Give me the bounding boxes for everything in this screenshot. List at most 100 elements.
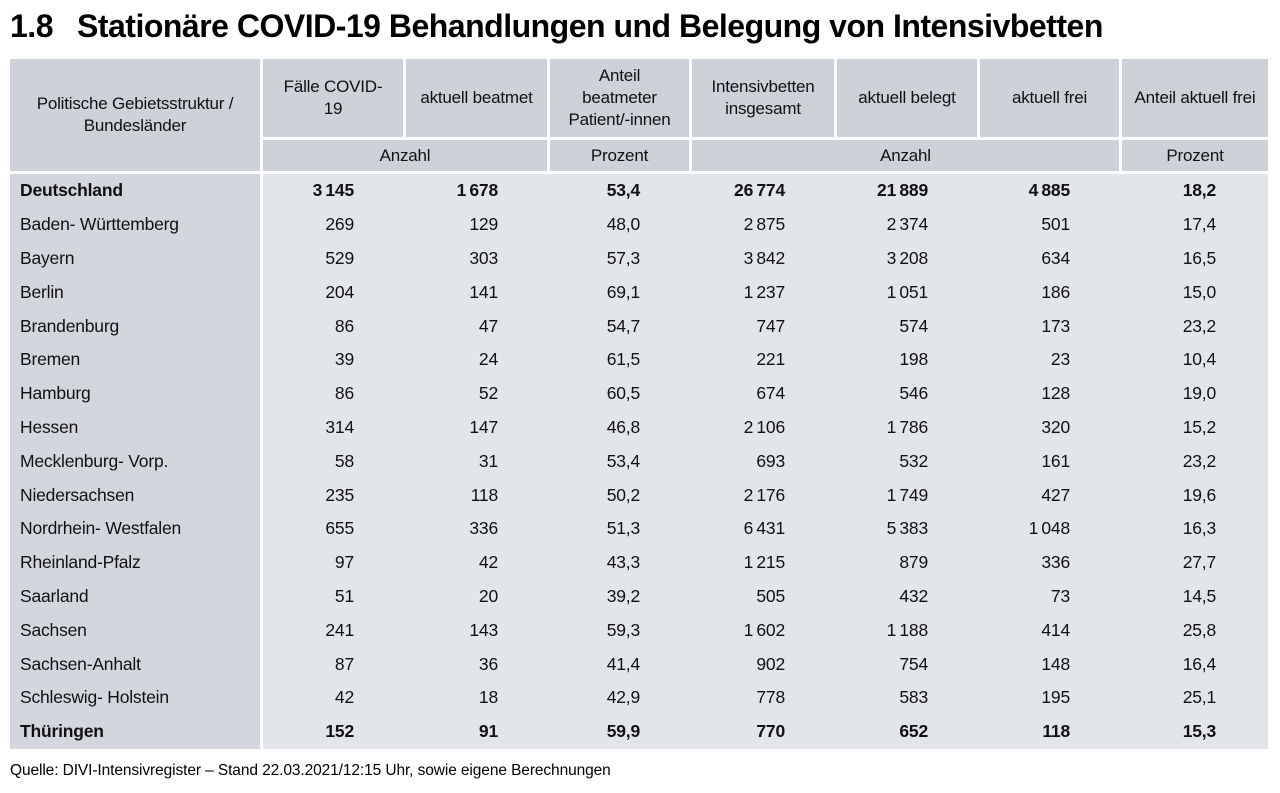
occupied-cell: 1 749 xyxy=(837,478,980,512)
share-free-cell: 15,3 xyxy=(1122,714,1268,749)
share-ventilated-cell: 43,3 xyxy=(550,545,692,580)
cases-cell: 3 145 xyxy=(263,174,406,208)
cases-cell: 235 xyxy=(263,478,406,512)
ventilated-cell: 147 xyxy=(406,410,550,445)
table-row: Saarland 51 20 39,2 505 432 73 14,5 xyxy=(10,579,1268,614)
table-row: Bremen 39 24 61,5 221 198 23 10,4 xyxy=(10,342,1268,377)
share-ventilated-cell: 41,4 xyxy=(550,647,692,681)
cases-cell: 204 xyxy=(263,275,406,310)
ventilated-cell: 52 xyxy=(406,376,550,411)
column-header-share-free: Anteil aktuell frei xyxy=(1122,59,1268,137)
region-name-cell: Deutschland xyxy=(10,174,263,208)
page-title: 1.8 Stationäre COVID-19 Behandlungen und… xyxy=(10,8,1268,45)
region-name-cell: Thüringen xyxy=(10,714,263,749)
icu-total-cell: 747 xyxy=(692,309,837,343)
occupied-cell: 3 208 xyxy=(837,241,980,276)
column-header-free: aktuell frei xyxy=(980,59,1119,137)
free-cell: 161 xyxy=(980,444,1122,479)
free-cell: 186 xyxy=(980,275,1122,310)
occupied-cell: 574 xyxy=(837,309,980,343)
table-row: Hamburg 86 52 60,5 674 546 128 19,0 xyxy=(10,376,1268,411)
share-free-cell: 10,4 xyxy=(1122,342,1268,377)
region-name-cell: Bremen xyxy=(10,342,263,377)
occupied-cell: 432 xyxy=(837,579,980,614)
share-free-cell: 15,0 xyxy=(1122,275,1268,310)
table-row: Sachsen-Anhalt 87 36 41,4 902 754 148 16… xyxy=(10,647,1268,681)
share-free-cell: 23,2 xyxy=(1122,309,1268,343)
icu-total-cell: 778 xyxy=(692,680,837,715)
occupied-cell: 546 xyxy=(837,376,980,411)
icu-total-cell: 221 xyxy=(692,342,837,377)
free-cell: 634 xyxy=(980,241,1122,276)
share-free-cell: 25,8 xyxy=(1122,613,1268,648)
occupied-cell: 532 xyxy=(837,444,980,479)
share-free-cell: 25,1 xyxy=(1122,680,1268,715)
unit-header-prozent-2: Prozent xyxy=(1122,140,1268,171)
share-ventilated-cell: 53,4 xyxy=(550,444,692,479)
occupied-cell: 754 xyxy=(837,647,980,681)
table-row: Thüringen 152 91 59,9 770 652 118 15,3 xyxy=(10,714,1268,749)
free-cell: 336 xyxy=(980,545,1122,580)
occupied-cell: 1 051 xyxy=(837,275,980,310)
occupied-cell: 198 xyxy=(837,342,980,377)
covid-icu-table: Politische Gebietsstruktur / Bundeslände… xyxy=(10,59,1268,749)
share-ventilated-cell: 53,4 xyxy=(550,174,692,208)
ventilated-cell: 336 xyxy=(406,511,550,546)
free-cell: 118 xyxy=(980,714,1122,749)
table-row: Berlin 204 141 69,1 1 237 1 051 186 15,0 xyxy=(10,275,1268,310)
table-row: Brandenburg 86 47 54,7 747 574 173 23,2 xyxy=(10,309,1268,343)
free-cell: 320 xyxy=(980,410,1122,445)
share-free-cell: 19,0 xyxy=(1122,376,1268,411)
share-ventilated-cell: 59,3 xyxy=(550,613,692,648)
occupied-cell: 1 188 xyxy=(837,613,980,648)
unit-header-anzahl-1: Anzahl xyxy=(263,140,547,171)
unit-header-prozent-1: Prozent xyxy=(550,140,689,171)
ventilated-cell: 1 678 xyxy=(406,174,550,208)
ventilated-cell: 91 xyxy=(406,714,550,749)
share-free-cell: 16,3 xyxy=(1122,511,1268,546)
column-header-icu-total: Intensivbetten insgesamt xyxy=(692,59,834,137)
icu-total-cell: 1 215 xyxy=(692,545,837,580)
unit-header-anzahl-2: Anzahl xyxy=(692,140,1119,171)
share-ventilated-cell: 59,9 xyxy=(550,714,692,749)
icu-total-cell: 6 431 xyxy=(692,511,837,546)
table-header: Politische Gebietsstruktur / Bundeslände… xyxy=(10,59,1268,171)
table-row: Niedersachsen 235 118 50,2 2 176 1 749 4… xyxy=(10,478,1268,512)
free-cell: 195 xyxy=(980,680,1122,715)
icu-total-cell: 902 xyxy=(692,647,837,681)
region-name-cell: Baden- Württemberg xyxy=(10,207,263,242)
free-cell: 128 xyxy=(980,376,1122,411)
free-cell: 4 885 xyxy=(980,174,1122,208)
share-free-cell: 16,5 xyxy=(1122,241,1268,276)
ventilated-cell: 141 xyxy=(406,275,550,310)
free-cell: 73 xyxy=(980,579,1122,614)
icu-total-cell: 2 106 xyxy=(692,410,837,445)
free-cell: 23 xyxy=(980,342,1122,377)
icu-total-cell: 693 xyxy=(692,444,837,479)
icu-total-cell: 770 xyxy=(692,714,837,749)
icu-total-cell: 674 xyxy=(692,376,837,411)
share-ventilated-cell: 57,3 xyxy=(550,241,692,276)
cases-cell: 97 xyxy=(263,545,406,580)
share-free-cell: 14,5 xyxy=(1122,579,1268,614)
column-header-region: Politische Gebietsstruktur / Bundeslände… xyxy=(10,59,260,171)
region-name-cell: Sachsen xyxy=(10,613,263,648)
occupied-cell: 2 374 xyxy=(837,207,980,242)
source-note: Quelle: DIVI-Intensivregister – Stand 22… xyxy=(10,761,611,779)
occupied-cell: 5 383 xyxy=(837,511,980,546)
column-header-occupied: aktuell belegt xyxy=(837,59,977,137)
share-ventilated-cell: 60,5 xyxy=(550,376,692,411)
occupied-cell: 583 xyxy=(837,680,980,715)
share-ventilated-cell: 69,1 xyxy=(550,275,692,310)
share-free-cell: 18,2 xyxy=(1122,174,1268,208)
cases-cell: 58 xyxy=(263,444,406,479)
region-name-cell: Hamburg xyxy=(10,376,263,411)
region-name-cell: Saarland xyxy=(10,579,263,614)
ventilated-cell: 47 xyxy=(406,309,550,343)
ventilated-cell: 24 xyxy=(406,342,550,377)
table-row: Hessen 314 147 46,8 2 106 1 786 320 15,2 xyxy=(10,410,1268,445)
table-row: Bayern 529 303 57,3 3 842 3 208 634 16,5 xyxy=(10,241,1268,276)
cases-cell: 269 xyxy=(263,207,406,242)
cases-cell: 86 xyxy=(263,309,406,343)
